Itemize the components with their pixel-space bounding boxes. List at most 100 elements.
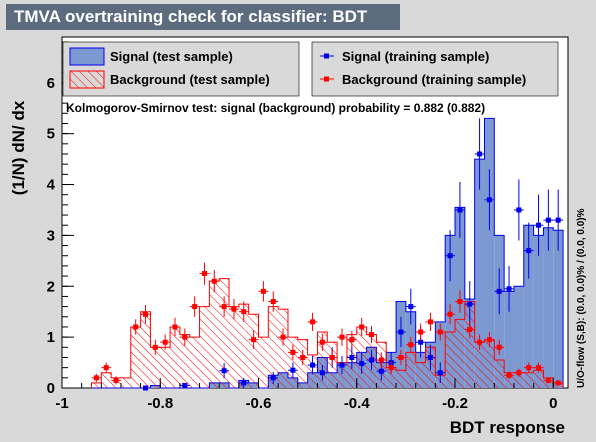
background-train-point bbox=[287, 344, 298, 361]
background-train-marker bbox=[241, 309, 247, 315]
background-train-point bbox=[543, 377, 554, 384]
signal-train-point bbox=[484, 169, 495, 231]
background-train-marker bbox=[349, 337, 355, 343]
background-train-point bbox=[366, 325, 377, 344]
signal-train-point bbox=[464, 281, 475, 327]
background-test-bin bbox=[170, 326, 180, 388]
background-train-marker bbox=[260, 288, 266, 294]
signal-train-marker bbox=[506, 286, 512, 292]
x-tick-label: -0.4 bbox=[344, 395, 371, 412]
background-train-point bbox=[346, 331, 357, 349]
background-train-marker bbox=[427, 319, 433, 325]
background-test-bin bbox=[386, 367, 397, 388]
x-tick-label: -0.2 bbox=[442, 395, 468, 412]
background-train-point bbox=[376, 352, 387, 368]
background-test-bin bbox=[258, 337, 269, 388]
background-test-bin bbox=[415, 362, 426, 388]
signal-train-point bbox=[307, 355, 318, 375]
background-train-point bbox=[297, 349, 308, 366]
background-test-bin bbox=[199, 306, 210, 388]
signal-train-point bbox=[435, 362, 446, 383]
signal-train-point bbox=[553, 189, 564, 251]
signal-train-point bbox=[287, 362, 298, 378]
background-train-point bbox=[140, 305, 151, 324]
background-train-marker bbox=[162, 339, 168, 345]
signal-train-marker bbox=[457, 207, 463, 213]
signal-train-marker bbox=[221, 368, 227, 374]
background-train-marker bbox=[339, 334, 345, 340]
legend-background-train-marker bbox=[320, 76, 334, 82]
background-train-point bbox=[474, 334, 485, 350]
signal-train-point bbox=[513, 179, 524, 241]
background-test-bin bbox=[120, 377, 131, 388]
signal-train-point bbox=[543, 189, 554, 251]
legend-background-test-swatch bbox=[69, 70, 105, 89]
background-test-bin bbox=[474, 342, 485, 388]
background-train-marker bbox=[113, 377, 119, 383]
legend-signal-train-marker bbox=[320, 53, 334, 59]
background-test-bin bbox=[209, 281, 220, 388]
x-tick-label: -0.8 bbox=[147, 395, 173, 412]
signal-train-point bbox=[533, 194, 544, 256]
background-test-bin bbox=[179, 334, 190, 388]
background-train-marker bbox=[368, 332, 374, 338]
signal-train-marker bbox=[486, 197, 492, 203]
y-tick-label: 6 bbox=[47, 75, 55, 92]
background-test-bin bbox=[533, 370, 544, 388]
y-axis-title: (1/N) dN/ dx bbox=[9, 100, 28, 195]
background-train-marker bbox=[388, 365, 394, 371]
background-train-marker bbox=[555, 380, 561, 386]
background-test-bin bbox=[523, 372, 534, 388]
background-train-point bbox=[386, 361, 397, 374]
background-train-point bbox=[553, 380, 564, 386]
background-train-marker bbox=[526, 365, 532, 371]
signal-train-marker bbox=[339, 362, 345, 368]
signal-test-bin bbox=[533, 235, 544, 388]
background-train-point bbox=[494, 339, 505, 355]
signal-test-bin bbox=[504, 291, 514, 388]
background-train-marker bbox=[152, 344, 158, 350]
signal-train-marker bbox=[143, 385, 149, 391]
background-train-marker bbox=[310, 319, 316, 325]
legend-background-train-label: Background (training sample) bbox=[342, 72, 526, 87]
background-train-point bbox=[111, 376, 121, 385]
signal-train-point bbox=[504, 265, 514, 312]
background-train-point bbox=[405, 337, 416, 353]
legend-box-right bbox=[311, 41, 559, 97]
signal-train-marker bbox=[418, 339, 424, 345]
background-train-marker bbox=[201, 271, 207, 277]
background-train-marker bbox=[211, 278, 217, 284]
background-train-point bbox=[278, 328, 288, 346]
signal-train-marker bbox=[398, 329, 404, 335]
background-test-bin bbox=[268, 306, 279, 388]
background-train-marker bbox=[133, 324, 139, 330]
signal-test-bin bbox=[435, 321, 446, 388]
overflow-note: U/O-flow (S,B): (0.0, 0.0)% / (0.0, 0.0)… bbox=[576, 208, 587, 388]
background-train-point bbox=[199, 262, 210, 285]
signal-train-point bbox=[425, 344, 436, 371]
background-train-point bbox=[150, 339, 161, 355]
signal-train-marker bbox=[427, 354, 433, 360]
background-test-bin bbox=[238, 304, 249, 388]
background-train-point bbox=[415, 323, 426, 341]
background-test-bin bbox=[455, 319, 465, 388]
signal-train-marker bbox=[496, 288, 502, 294]
signal-train-point bbox=[179, 382, 190, 388]
background-train-point bbox=[219, 296, 230, 317]
background-train-point bbox=[484, 332, 495, 348]
signal-train-point bbox=[405, 288, 416, 325]
signal-test-bin bbox=[474, 159, 485, 388]
signal-train-point bbox=[523, 222, 534, 279]
signal-train-marker bbox=[290, 367, 296, 373]
signal-train-marker bbox=[516, 207, 522, 213]
background-test-bin bbox=[464, 301, 475, 388]
y-tick-label: 0 bbox=[47, 380, 55, 397]
background-test-bin bbox=[91, 382, 102, 388]
signal-train-point bbox=[474, 118, 485, 190]
background-train-marker bbox=[408, 342, 414, 348]
background-train-marker bbox=[300, 354, 306, 360]
signal-train-point bbox=[140, 385, 151, 391]
background-test-bin bbox=[189, 337, 200, 388]
legend-background-test-label: Background (test sample) bbox=[110, 72, 270, 87]
